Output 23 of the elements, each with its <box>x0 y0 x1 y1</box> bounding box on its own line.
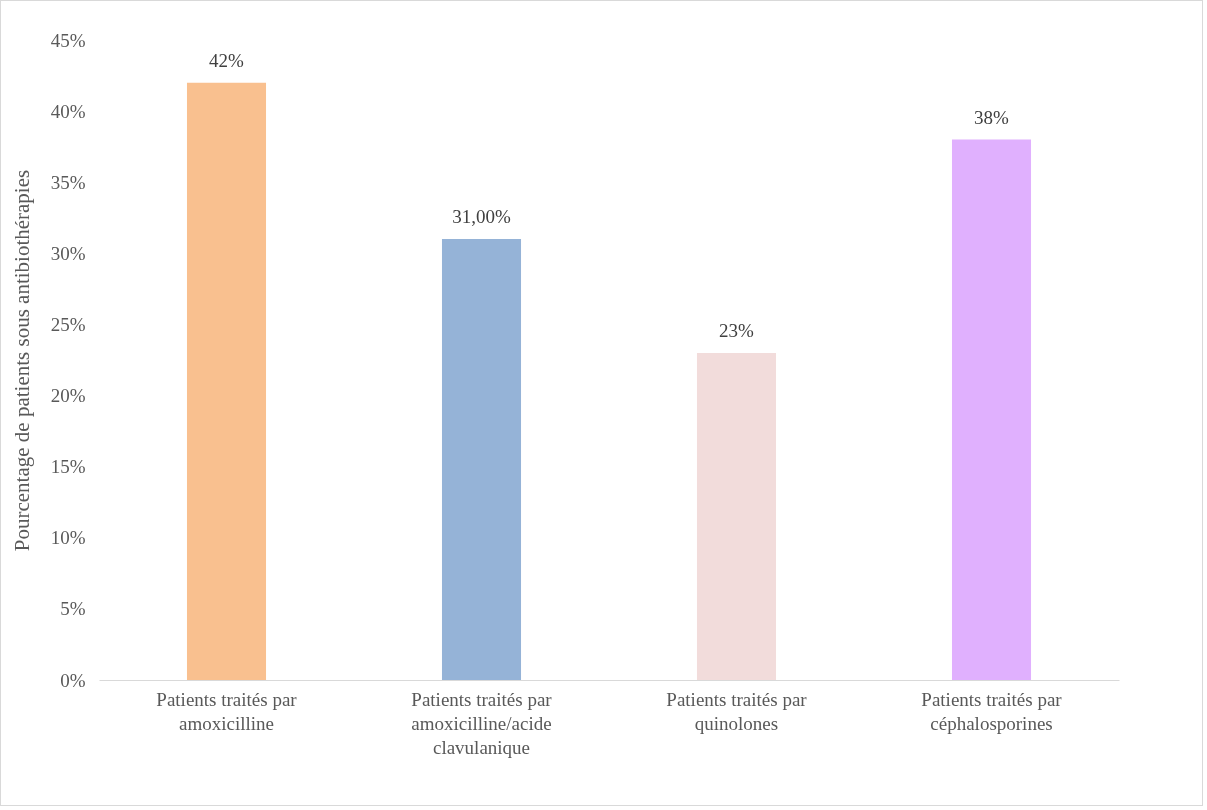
y-tick-label: 45% <box>50 29 86 51</box>
bar <box>186 82 267 680</box>
data-label: 31,00% <box>452 206 511 228</box>
x-tick-label: Patients traités par céphalosporines <box>921 688 1063 734</box>
y-tick-label: 40% <box>50 100 86 122</box>
y-tick-label: 25% <box>50 313 86 335</box>
y-tick-label: 30% <box>50 242 86 264</box>
y-tick-label: 20% <box>50 385 86 407</box>
data-label: 38% <box>974 106 1010 128</box>
y-tick-label: 35% <box>50 171 86 193</box>
x-tick-label: Patients traités par amoxicilline <box>156 688 298 734</box>
data-label: 23% <box>719 319 755 341</box>
y-tick-label: 5% <box>60 598 86 620</box>
y-tick-label: 15% <box>50 456 86 478</box>
data-label: 42% <box>209 49 245 71</box>
y-tick-label: 10% <box>50 527 86 549</box>
bar <box>441 239 522 680</box>
bar <box>951 139 1032 680</box>
x-tick-label: Patients traités par amoxicilline/acide clavulanique <box>411 688 553 758</box>
x-tick-label: Patients traités par quinolones <box>666 688 808 734</box>
bar <box>696 352 777 680</box>
y-tick-label: 0% <box>60 669 86 691</box>
y-axis-title: Pourcentage de patients sous antibiothérapies <box>9 169 34 552</box>
